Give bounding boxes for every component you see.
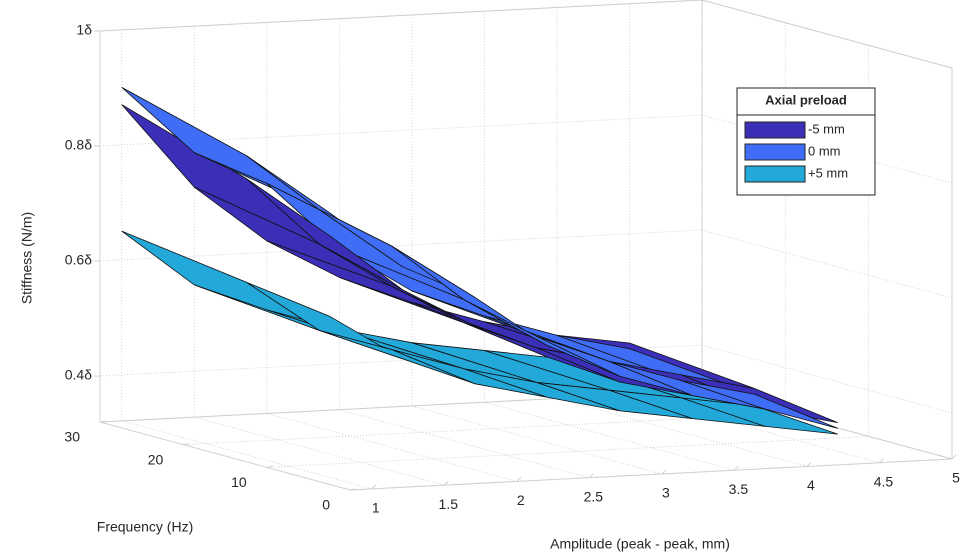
legend-label: 0 mm xyxy=(808,143,841,158)
x-tick-label: 3 xyxy=(662,485,670,501)
z-tick-label: 0.8δ xyxy=(65,137,92,153)
y-axis xyxy=(99,421,351,491)
legend-swatch xyxy=(744,143,806,161)
grid-line xyxy=(194,416,445,486)
x-tick xyxy=(951,454,957,460)
grid-line xyxy=(411,405,662,475)
grid xyxy=(99,0,953,491)
grid-line xyxy=(266,413,517,482)
x-tick xyxy=(371,484,377,490)
y-tick-label: 20 xyxy=(148,451,164,467)
legend-swatch xyxy=(744,165,806,183)
x-tick-label: 2.5 xyxy=(584,488,604,504)
x-tick-label: 1.5 xyxy=(439,496,459,512)
grid-line xyxy=(484,401,735,471)
y-axis-label: Frequency (Hz) xyxy=(97,519,193,535)
x-tick-label: 3.5 xyxy=(729,481,749,497)
y-tick-label: 0 xyxy=(322,497,330,513)
x-axis-label: Amplitude (peak - peak, mm) xyxy=(550,536,730,552)
x-tick xyxy=(879,458,884,464)
legend-title: Axial preload xyxy=(765,92,847,107)
legend-swatch xyxy=(744,121,806,139)
x-tick xyxy=(734,465,739,471)
x-tick xyxy=(588,473,594,479)
grid-line xyxy=(701,229,953,299)
x-tick-label: 1 xyxy=(372,500,380,516)
x-axis xyxy=(349,458,953,491)
z-tick-label: 0.6δ xyxy=(65,252,92,268)
x-tick-label: 5 xyxy=(952,470,960,486)
y-tick-label: 10 xyxy=(231,474,247,490)
grid-line xyxy=(701,344,953,414)
x-tick xyxy=(516,477,522,482)
grid-line xyxy=(629,394,880,464)
x-tick xyxy=(806,462,812,467)
box-edge xyxy=(99,0,703,32)
legend: Axial preload -5 mm 0 mm +5 mm xyxy=(736,87,876,196)
z-axis-label: Stiffness (N/m) xyxy=(19,212,35,304)
legend-label: -5 mm xyxy=(808,121,845,136)
z-tick-label: 1δ xyxy=(76,22,92,38)
x-tick-label: 2 xyxy=(517,492,525,508)
x-tick xyxy=(443,480,449,486)
legend-label: +5 mm xyxy=(808,165,848,180)
surfaces xyxy=(121,87,838,435)
grid-line xyxy=(266,435,869,468)
x-tick-label: 4.5 xyxy=(874,473,894,489)
y-tick-label: 30 xyxy=(64,429,80,445)
axes: 1 1.5 2 2.5 3 3.5 4 4.5 5 0 10 20 30 0.4δ 0.6δ 0.8δ 1δ xyxy=(64,22,960,516)
grid-line xyxy=(121,420,372,490)
surface-patch xyxy=(121,104,320,245)
grid-line xyxy=(339,409,590,479)
z-tick-label: 0.4δ xyxy=(65,367,92,383)
surface-patch xyxy=(681,380,838,429)
x-tick-label: 4 xyxy=(807,477,815,493)
grid-line xyxy=(556,398,808,467)
x-tick xyxy=(661,469,667,475)
grid-line xyxy=(701,0,953,69)
